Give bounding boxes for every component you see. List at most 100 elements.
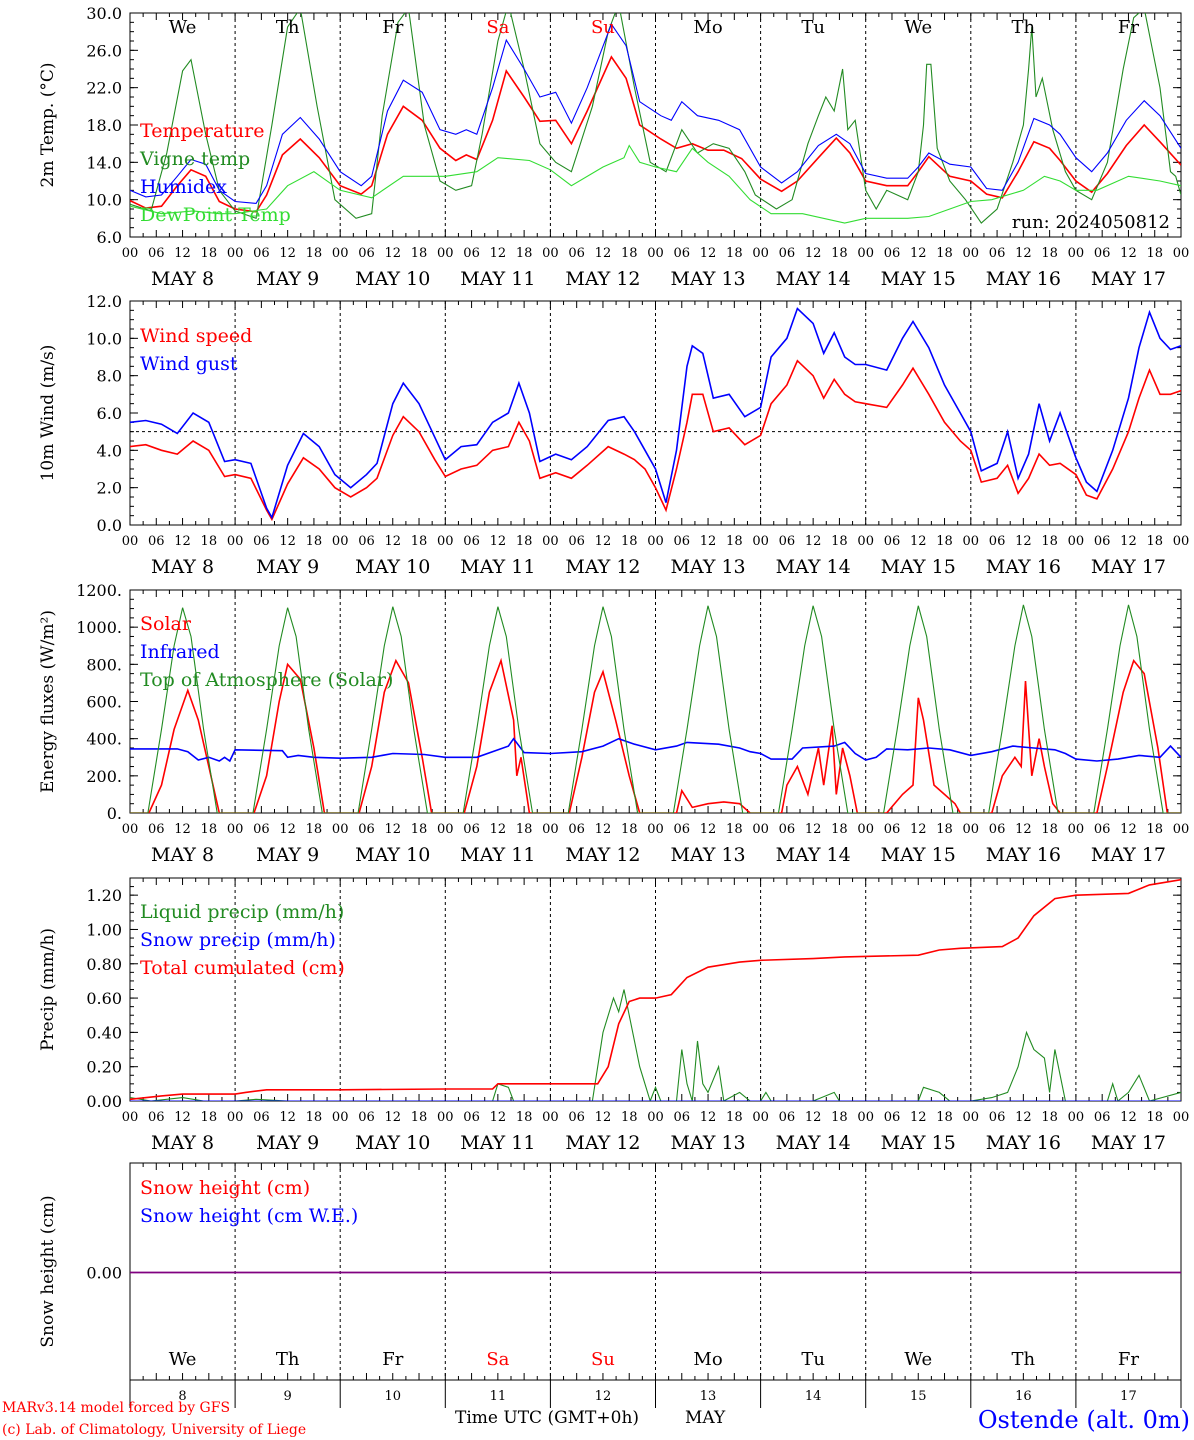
- y-axis-title: 10m Wind (m/s): [38, 345, 58, 482]
- panel-snow: 0.00 Snow height (cm) Snow height (cm) Snow…: [38, 1162, 1182, 1408]
- weekday-label: We: [904, 17, 932, 38]
- panel-precip: 0.00 0.20 0.40 0.60 0.80 1.00 1.20 Precip (mm/h…: [38, 877, 1190, 1154]
- hour-tick-label: 00: [332, 1110, 349, 1125]
- hour-tick-label: 06: [463, 1110, 480, 1125]
- hour-tick-label: 06: [674, 1110, 691, 1125]
- hour-tick-label: 00: [647, 1110, 664, 1125]
- date-label: MAY 16: [986, 1132, 1061, 1154]
- hour-tick-label: 06: [779, 822, 796, 837]
- day-number-label: 15: [910, 1389, 927, 1404]
- series-group: [130, 878, 1181, 1101]
- hour-tick-label: 18: [516, 246, 533, 261]
- hour-tick-label: 00: [437, 1110, 454, 1125]
- y-tick-label: 0.20: [86, 1058, 122, 1077]
- day-number-label: 8: [178, 1389, 186, 1404]
- hour-tick-label: 18: [1146, 822, 1163, 837]
- hour-tick-label: 00: [752, 822, 769, 837]
- date-label: MAY 9: [256, 268, 319, 290]
- date-label: MAY 16: [986, 556, 1061, 578]
- day-number-label: 10: [384, 1389, 401, 1404]
- series-line-vigne-temp: [130, 13, 1181, 224]
- hour-tick-label: 12: [279, 246, 296, 261]
- hour-tick-label: 12: [490, 1110, 507, 1125]
- y-tick-label: 30.0: [86, 4, 122, 23]
- legend-entry: Temperature: [140, 120, 264, 142]
- y-tick-label: 12.0: [86, 292, 122, 311]
- y-axis-title: Snow height (cm): [38, 1195, 58, 1347]
- hour-tick-label: 12: [279, 822, 296, 837]
- hour-tick-label: 06: [674, 534, 691, 549]
- series-group: [130, 307, 1181, 522]
- hour-tick-label: 06: [884, 534, 901, 549]
- hour-tick-label: 18: [726, 246, 743, 261]
- hour-tick-label: 00: [227, 534, 244, 549]
- weekday-label: Fr: [382, 1349, 403, 1370]
- date-label: MAY 15: [881, 1132, 956, 1154]
- hour-tick-label: 12: [279, 534, 296, 549]
- date-label: MAY 12: [565, 844, 640, 866]
- hour-tick-label: 12: [805, 246, 822, 261]
- hour-tick-label: 12: [910, 246, 927, 261]
- hour-tick-label: 06: [358, 822, 375, 837]
- hour-tick-label: 00: [122, 534, 139, 549]
- y-tick-label: 1.20: [86, 886, 122, 905]
- hour-tick-label: 00: [1173, 1110, 1190, 1125]
- hour-tick-label: 12: [384, 1110, 401, 1125]
- hour-tick-label: 06: [568, 1110, 585, 1125]
- panel-temp: 6.0 10.0 14.0 18.0 22.0 26.0 30.0 2m Temp. (°C)…: [38, 4, 1189, 290]
- hour-tick-label: 12: [910, 1110, 927, 1125]
- weekday-label: We: [169, 17, 197, 38]
- hour-tick-label: 06: [463, 534, 480, 549]
- weekday-label: Sa: [486, 17, 509, 38]
- hour-tick-label: 18: [201, 1110, 218, 1125]
- hour-tick-label: 06: [358, 1110, 375, 1125]
- hour-tick-label: 12: [805, 822, 822, 837]
- date-label: MAY 14: [776, 844, 851, 866]
- hour-tick-label: 00: [122, 822, 139, 837]
- weekday-label: Sa: [486, 1349, 509, 1370]
- day-number-label: 12: [595, 1389, 612, 1404]
- hour-tick-label: 12: [595, 1110, 612, 1125]
- weekday-label: Fr: [1118, 1349, 1139, 1370]
- date-label: MAY 11: [460, 556, 535, 578]
- hour-tick-label: 00: [122, 1110, 139, 1125]
- hour-tick-label: 00: [647, 246, 664, 261]
- weekday-label: Th: [1012, 17, 1036, 38]
- hour-tick-label: 18: [201, 534, 218, 549]
- hour-tick-label: 06: [779, 534, 796, 549]
- y-tick-label: 400.: [86, 730, 122, 749]
- date-label: MAY 13: [670, 556, 745, 578]
- hour-tick-label: 18: [306, 534, 323, 549]
- hour-tick-label: 00: [752, 1110, 769, 1125]
- date-label: MAY 17: [1091, 844, 1166, 866]
- series-line-temperature: [130, 55, 1181, 213]
- hour-tick-label: 06: [358, 534, 375, 549]
- y-tick-label: 200.: [86, 767, 122, 786]
- hour-tick-label: 12: [174, 246, 191, 261]
- hour-tick-label: 06: [568, 822, 585, 837]
- hour-tick-label: 00: [963, 534, 980, 549]
- y-tick-label: 6.0: [97, 404, 122, 423]
- date-label: MAY 8: [151, 556, 214, 578]
- date-label: MAY 13: [670, 268, 745, 290]
- hour-tick-label: 00: [1068, 534, 1085, 549]
- hour-tick-label: 18: [1041, 246, 1058, 261]
- hour-tick-label: 12: [1120, 246, 1137, 261]
- weekday-label: Tu: [801, 17, 825, 38]
- y-axis-title: Precip (mm/h): [38, 928, 58, 1051]
- hour-tick-label: 18: [831, 1110, 848, 1125]
- hour-tick-label: 00: [227, 1110, 244, 1125]
- hour-tick-label: 12: [595, 534, 612, 549]
- hour-tick-label: 06: [148, 534, 165, 549]
- hour-tick-label: 12: [1120, 822, 1137, 837]
- hour-tick-label: 12: [490, 534, 507, 549]
- hour-tick-label: 12: [700, 1110, 717, 1125]
- series-line-infrared: [130, 737, 1181, 763]
- hour-tick-label: 00: [542, 534, 559, 549]
- weekday-label: Fr: [382, 17, 403, 38]
- hour-tick-label: 12: [1015, 534, 1032, 549]
- hour-tick-label: 06: [989, 246, 1006, 261]
- hour-tick-label: 18: [936, 246, 953, 261]
- hour-tick-label: 00: [542, 822, 559, 837]
- panel-wind: 0.0 2.0 4.0 6.0 8.0 10.0 12.0 10m Wind (m/s) Win…: [38, 292, 1189, 578]
